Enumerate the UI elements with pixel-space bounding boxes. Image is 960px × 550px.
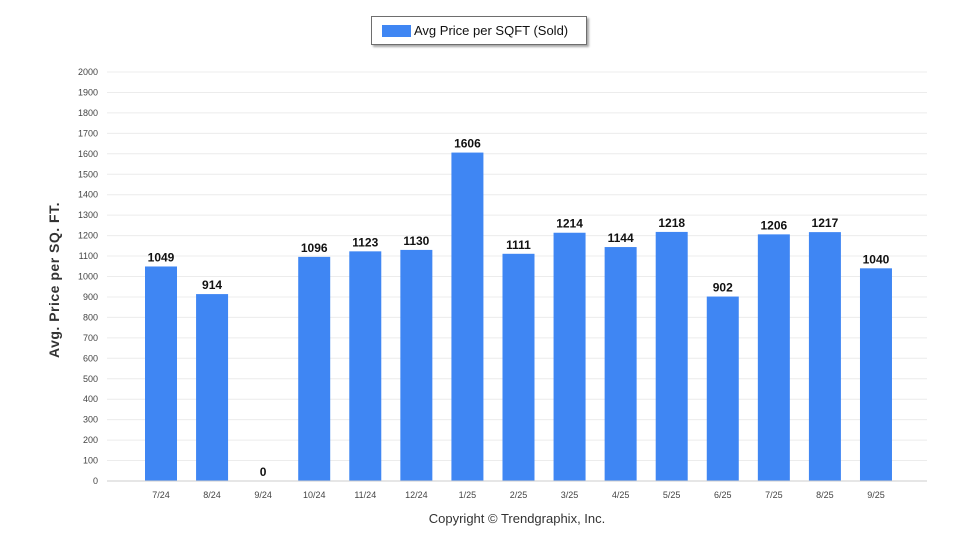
copyright-footer: Copyright © Trendgraphix, Inc. [428, 511, 606, 526]
data-label: 902 [713, 281, 733, 295]
data-label: 1123 [352, 235, 378, 249]
bar [655, 231, 688, 481]
data-label: 1217 [812, 216, 839, 230]
y-tick-label: 1300 [78, 210, 98, 220]
data-label: 1130 [403, 234, 429, 248]
bars [145, 152, 892, 481]
y-tick-label: 900 [83, 292, 98, 302]
x-axis-ticks: 7/24 8/24 9/24 10/24 11/24 12/24 1/25 2/25 3/25 4… [152, 490, 885, 500]
legend-swatch [382, 25, 411, 37]
y-tick-label: 1400 [78, 190, 98, 200]
x-tick-label: 12/24 [405, 490, 428, 500]
y-axis-label: Avg. Price per SQ. FT. [46, 202, 62, 358]
bar [604, 247, 637, 481]
bar [298, 256, 331, 481]
legend: Avg Price per SQFT (Sold) [371, 16, 587, 45]
data-label: 1214 [556, 217, 583, 231]
x-tick-label: 7/25 [765, 490, 783, 500]
bar [757, 234, 790, 481]
y-tick-label: 1900 [78, 87, 98, 97]
y-tick-label: 0 [93, 476, 98, 486]
y-tick-label: 1500 [78, 169, 98, 179]
data-label: 1206 [760, 218, 787, 232]
x-tick-label: 5/25 [663, 490, 681, 500]
y-tick-label: 1800 [78, 108, 98, 118]
x-tick-label: 3/25 [561, 490, 579, 500]
gridlines [107, 71, 927, 482]
x-tick-label: 4/25 [612, 490, 630, 500]
bar [400, 249, 433, 481]
x-tick-label: 1/25 [459, 490, 477, 500]
data-label: 0 [260, 465, 267, 479]
data-label: 1606 [454, 137, 481, 151]
x-tick-label: 10/24 [303, 490, 326, 500]
x-tick-label: 6/25 [714, 490, 732, 500]
y-tick-label: 1200 [78, 231, 98, 241]
y-tick-label: 300 [83, 415, 98, 425]
bar [451, 152, 484, 481]
y-tick-label: 1100 [79, 251, 98, 261]
x-tick-label: 2/25 [510, 490, 528, 500]
data-label: 1111 [506, 238, 531, 252]
x-tick-label: 9/24 [254, 490, 272, 500]
y-tick-label: 200 [83, 435, 98, 445]
bar [706, 296, 739, 481]
bar [808, 232, 841, 481]
data-label: 1096 [301, 241, 328, 255]
x-tick-label: 11/24 [354, 490, 376, 500]
data-labels: 1049 914 0 1096 1123 1130 1606 1111 1214 1144 1218… [148, 137, 890, 479]
data-label: 1040 [863, 252, 890, 266]
y-tick-label: 100 [83, 456, 98, 466]
y-tick-label: 800 [83, 312, 98, 322]
legend-label: Avg Price per SQFT (Sold) [414, 23, 569, 38]
y-tick-label: 2000 [78, 67, 98, 77]
bar [859, 268, 892, 481]
y-axis-ticks: 0 100 200 300 400 500 600 700 800 900 1000 1100 1200… [78, 67, 98, 486]
data-label: 1144 [608, 231, 634, 245]
bar [145, 266, 177, 481]
bar [502, 253, 535, 481]
y-tick-label: 500 [83, 374, 98, 384]
data-label: 1049 [148, 250, 175, 264]
bar [553, 232, 586, 481]
x-tick-label: 8/25 [816, 490, 834, 500]
y-tick-label: 400 [83, 394, 98, 404]
y-tick-label: 700 [83, 333, 98, 343]
x-tick-label: 7/24 [152, 490, 170, 500]
y-tick-label: 1000 [78, 272, 98, 282]
data-label: 914 [202, 278, 222, 292]
data-label: 1218 [658, 216, 685, 230]
bar [196, 294, 229, 481]
y-tick-label: 600 [83, 353, 98, 363]
x-tick-label: 9/25 [867, 490, 885, 500]
x-tick-label: 8/24 [203, 490, 221, 500]
y-tick-label: 1700 [78, 128, 98, 138]
bar [349, 251, 382, 481]
y-tick-label: 1600 [78, 149, 98, 159]
